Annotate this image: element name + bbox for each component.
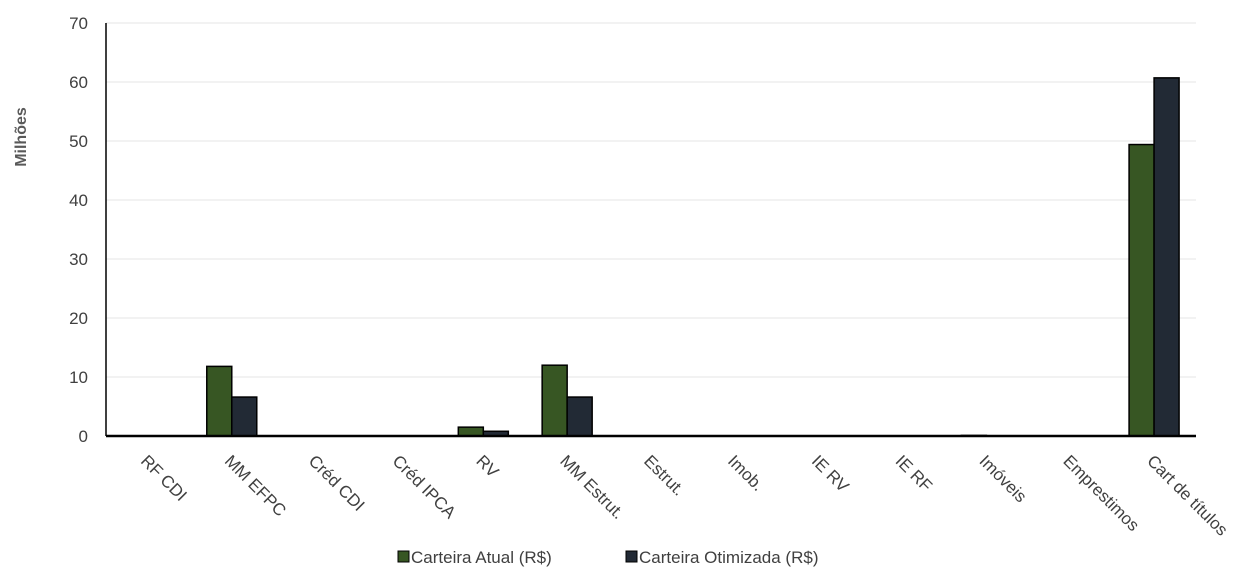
bar bbox=[1153, 77, 1180, 437]
x-tick-label: Créd CDI bbox=[305, 451, 369, 515]
bar bbox=[231, 396, 258, 437]
legend: Carteira Atual (R$) Carteira Otimizada (R… bbox=[397, 548, 819, 567]
y-tick-label: 40 bbox=[69, 191, 88, 210]
x-tick-label: Créd IPCA bbox=[389, 451, 460, 522]
y-tick-label: 50 bbox=[69, 132, 88, 151]
legend-swatch bbox=[625, 550, 638, 563]
x-tick-labels: RF CDI MM EFPC Créd CDI Créd IPCA RV MM Estru… bbox=[137, 451, 1231, 539]
x-tick-label: Imob. bbox=[724, 451, 768, 495]
x-tick-label: IE RV bbox=[808, 451, 853, 496]
legend-label: Carteira Otimizada (R$) bbox=[639, 548, 819, 567]
y-tick-labels: 0 10 20 30 40 50 60 70 bbox=[69, 14, 88, 446]
bars bbox=[206, 77, 1180, 437]
gridlines bbox=[106, 22, 1196, 378]
y-tick-label: 0 bbox=[79, 427, 88, 446]
x-tick-label: Cart de títulos bbox=[1143, 451, 1231, 539]
x-tick-label: RF CDI bbox=[137, 451, 191, 505]
bar bbox=[566, 396, 593, 437]
y-tick-label: 10 bbox=[69, 368, 88, 387]
x-tick-label: MM Estrut. bbox=[556, 451, 628, 523]
y-tick-label: 60 bbox=[69, 73, 88, 92]
bar bbox=[457, 426, 485, 437]
x-tick-label: RV bbox=[472, 451, 502, 481]
y-tick-label: 70 bbox=[69, 14, 88, 33]
legend-label: Carteira Atual (R$) bbox=[411, 548, 552, 567]
bar bbox=[206, 365, 233, 437]
x-tick-label: IE RF bbox=[892, 451, 936, 495]
y-axis-label: Milhões bbox=[13, 107, 30, 167]
y-tick-label: 20 bbox=[69, 309, 88, 328]
legend-swatch bbox=[397, 550, 410, 563]
x-tick-label: Imóveis bbox=[976, 451, 1031, 506]
bar bbox=[541, 364, 568, 437]
y-tick-label: 30 bbox=[69, 250, 88, 269]
x-tick-label: MM EFPC bbox=[221, 451, 290, 520]
bar bbox=[1128, 143, 1155, 437]
x-tick-label: Estrut. bbox=[640, 451, 688, 499]
x-tick-label: Emprestimos bbox=[1059, 451, 1143, 535]
